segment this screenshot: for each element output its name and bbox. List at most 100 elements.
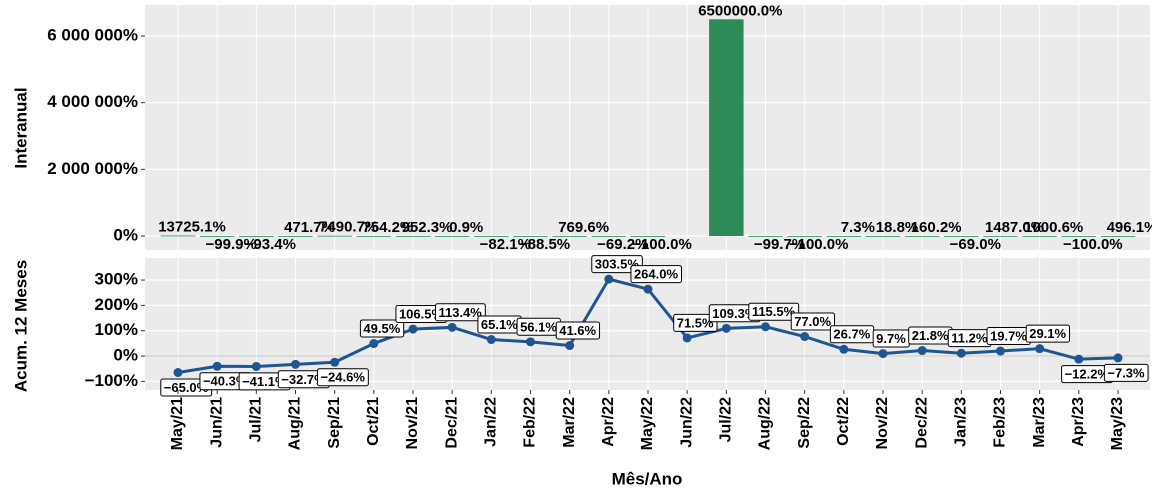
value-label: −24.6% bbox=[320, 370, 365, 385]
value-label: 77.0% bbox=[794, 314, 831, 329]
x-tick-label: Jan/22 bbox=[483, 397, 500, 447]
y-tick-label: 2 000 000% bbox=[47, 159, 138, 178]
x-tick-label: Jul/22 bbox=[718, 397, 735, 442]
label-box bbox=[555, 321, 601, 340]
y-tick-label: 0% bbox=[113, 225, 138, 244]
value-label: 13725.1% bbox=[158, 219, 226, 236]
value-label-box: −24.6% bbox=[316, 368, 369, 387]
x-tick-label: Feb/22 bbox=[522, 397, 539, 448]
value-label: 1000.6% bbox=[1024, 219, 1083, 236]
x-tick-label: Jul/21 bbox=[248, 397, 265, 442]
x-tick-label: Apr/23 bbox=[1070, 397, 1087, 447]
bar bbox=[199, 236, 235, 237]
bar bbox=[865, 235, 901, 237]
value-label: 160.2% bbox=[911, 219, 962, 236]
bar bbox=[944, 236, 979, 237]
point bbox=[369, 339, 379, 349]
label-box bbox=[1025, 324, 1071, 343]
value-label: 18.8% bbox=[876, 219, 919, 236]
value-label-box: 115.5% bbox=[748, 302, 800, 321]
value-label: −99.9% bbox=[206, 236, 257, 253]
x-tick-label: Mar/22 bbox=[561, 397, 578, 448]
label-box bbox=[790, 312, 836, 331]
point bbox=[330, 357, 340, 367]
value-label: −100.0% bbox=[632, 236, 692, 253]
value-label-box: 49.5% bbox=[359, 319, 405, 338]
bar bbox=[317, 235, 352, 237]
value-label: −100.0% bbox=[789, 236, 849, 253]
point bbox=[1035, 344, 1045, 354]
x-tick-label: Mar/23 bbox=[1031, 397, 1048, 448]
value-label: 264.0% bbox=[634, 267, 679, 282]
value-label: −93.4% bbox=[245, 236, 296, 253]
value-label-box: 109.3% bbox=[708, 304, 761, 323]
label-box bbox=[630, 265, 682, 284]
value-label: 41.6% bbox=[559, 323, 596, 338]
value-label: −7.3% bbox=[1107, 365, 1145, 380]
point bbox=[291, 359, 300, 369]
bar bbox=[1061, 236, 1097, 237]
y-tick-label: 6 000 000% bbox=[47, 25, 138, 44]
point bbox=[839, 344, 849, 354]
point bbox=[212, 361, 222, 371]
value-label-box: 19.7% bbox=[986, 326, 1031, 345]
value-label: 29.1% bbox=[1029, 326, 1066, 341]
value-label-box: 26.7% bbox=[829, 325, 875, 344]
point bbox=[526, 337, 535, 347]
bar bbox=[356, 235, 392, 237]
value-label-box: 106.5% bbox=[395, 305, 447, 324]
bar bbox=[278, 235, 313, 237]
label-box bbox=[434, 303, 486, 322]
point bbox=[447, 322, 457, 332]
value-label: −99.7% bbox=[754, 236, 805, 253]
bar bbox=[239, 236, 274, 237]
value-label: 471.7% bbox=[284, 219, 335, 236]
point bbox=[682, 333, 692, 343]
value-label: −88.5% bbox=[519, 236, 570, 253]
value-label: 7.3% bbox=[841, 219, 875, 236]
y-axis-label: Interanual bbox=[11, 87, 30, 168]
y-tick-label: 100% bbox=[95, 320, 138, 339]
x-tick-label: May/21 bbox=[169, 397, 186, 450]
label-box bbox=[359, 319, 405, 338]
value-label-box: 264.0% bbox=[630, 265, 682, 284]
bar bbox=[748, 236, 783, 237]
y-tick-label: 0% bbox=[113, 346, 138, 365]
y-tick-label: −100% bbox=[85, 371, 138, 390]
point bbox=[1113, 353, 1123, 363]
point bbox=[643, 284, 653, 294]
x-tick-label: Oct/22 bbox=[835, 397, 852, 446]
bar bbox=[1100, 235, 1136, 237]
value-label: −32.7% bbox=[281, 372, 326, 387]
value-label: 11.2% bbox=[951, 331, 988, 346]
x-tick-label: Jan/23 bbox=[953, 397, 970, 447]
value-label-box: −7.3% bbox=[1103, 363, 1149, 382]
bar bbox=[709, 19, 744, 237]
bar bbox=[1022, 235, 1057, 237]
point bbox=[1074, 354, 1084, 364]
point bbox=[486, 335, 496, 345]
value-label-box: 77.0% bbox=[790, 312, 836, 331]
value-label: −41.1% bbox=[242, 374, 287, 389]
x-axis-label: Mês/Ano bbox=[612, 469, 683, 488]
value-label: 115.5% bbox=[752, 304, 796, 319]
y-tick-label: 300% bbox=[95, 270, 138, 289]
x-tick-label: Oct/21 bbox=[365, 397, 382, 446]
x-tick-label: Aug/21 bbox=[287, 397, 304, 450]
value-label: −12.2% bbox=[1065, 367, 1110, 382]
bar bbox=[591, 236, 627, 237]
point bbox=[565, 341, 575, 351]
point bbox=[878, 349, 888, 359]
x-tick-label: Sep/21 bbox=[326, 397, 343, 449]
value-label: −40.3% bbox=[203, 374, 248, 389]
value-label: 113.4% bbox=[438, 305, 482, 320]
point bbox=[917, 346, 927, 356]
x-tick-label: Dec/22 bbox=[913, 397, 930, 449]
value-label-box: 65.1% bbox=[477, 315, 522, 334]
x-tick-label: Jun/22 bbox=[678, 397, 695, 448]
point bbox=[408, 324, 418, 334]
value-label: 303.5% bbox=[595, 257, 640, 272]
x-tick-label: May/22 bbox=[639, 397, 656, 450]
label-box bbox=[1103, 363, 1149, 382]
